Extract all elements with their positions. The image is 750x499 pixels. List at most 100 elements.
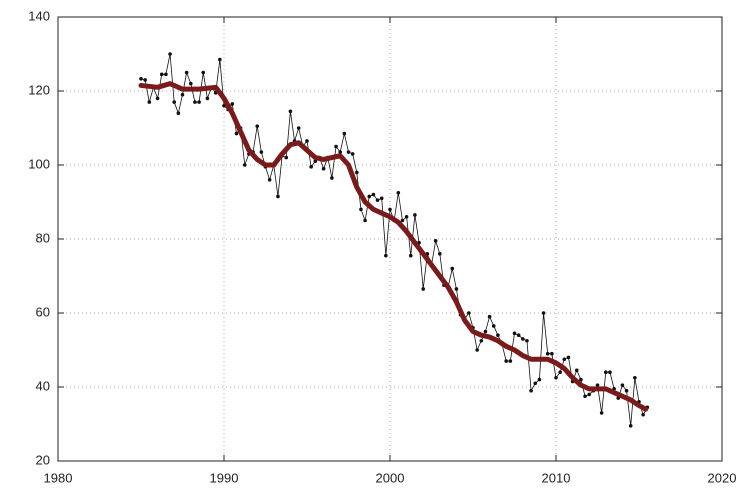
- y-tick-label: 100: [28, 156, 50, 171]
- data-point: [620, 383, 625, 387]
- data-point: [628, 424, 633, 428]
- data-point: [189, 81, 193, 86]
- data-point: [193, 100, 197, 104]
- data-point: [479, 338, 484, 343]
- data-point: [450, 266, 455, 271]
- data-point: [384, 253, 388, 258]
- data-point: [599, 411, 604, 415]
- data-point: [197, 100, 201, 104]
- data-point: [346, 150, 351, 154]
- data-point: [587, 392, 591, 397]
- data-point: [172, 100, 176, 104]
- data-point: [533, 381, 538, 386]
- data-point: [483, 329, 488, 334]
- data-point: [147, 100, 152, 104]
- data-point: [143, 78, 147, 82]
- data-point: [388, 207, 392, 212]
- data-point: [234, 131, 239, 136]
- data-point: [624, 388, 629, 393]
- data-point: [371, 192, 376, 197]
- data-point: [305, 139, 309, 143]
- data-point: [608, 370, 612, 375]
- data-point: [205, 96, 210, 101]
- data-point: [218, 57, 222, 62]
- data-point: [342, 131, 347, 136]
- data-point: [433, 239, 438, 243]
- data-point: [350, 152, 355, 156]
- data-point: [242, 163, 247, 167]
- data-point: [330, 176, 334, 180]
- data-point: [139, 76, 143, 81]
- data-point: [413, 213, 417, 217]
- data-point: [541, 311, 546, 315]
- data-point: [521, 337, 525, 341]
- data-point: [525, 338, 529, 343]
- data-point: [604, 370, 608, 375]
- data-point: [583, 394, 587, 399]
- data-point: [168, 52, 172, 56]
- data-point: [338, 150, 343, 154]
- y-tick-label: 120: [28, 82, 50, 97]
- data-point: [574, 368, 579, 373]
- data-point: [554, 375, 558, 380]
- data-point: [184, 70, 189, 75]
- data-point: [309, 165, 313, 169]
- data-point: [512, 331, 517, 336]
- data-point: [545, 351, 550, 356]
- data-point: [288, 109, 293, 114]
- x-tick-label: 2020: [708, 470, 737, 485]
- data-point: [363, 218, 367, 223]
- y-tick-label: 80: [36, 230, 50, 245]
- data-point: [550, 351, 554, 356]
- y-tick-label: 40: [36, 378, 50, 393]
- data-point: [408, 253, 413, 258]
- data-point: [396, 190, 401, 195]
- x-tick-label: 2010: [542, 470, 571, 485]
- data-point: [259, 150, 264, 154]
- data-point: [641, 412, 645, 417]
- x-tick-label: 1980: [44, 470, 73, 485]
- plot-frame: [57, 16, 723, 462]
- data-point: [276, 194, 280, 199]
- data-point: [566, 355, 571, 360]
- data-point: [487, 314, 492, 319]
- data-point: [359, 207, 363, 212]
- data-point: [562, 357, 567, 362]
- data-point: [201, 70, 206, 75]
- data-point: [334, 144, 338, 149]
- data-point: [438, 252, 442, 256]
- data-point: [367, 194, 372, 199]
- data-point: [579, 377, 583, 382]
- data-point: [176, 111, 181, 115]
- data-point: [230, 102, 235, 106]
- y-tick-label: 60: [36, 304, 50, 319]
- data-point: [558, 370, 562, 375]
- data-point: [516, 333, 521, 338]
- data-point: [454, 287, 459, 291]
- data-point: [155, 96, 160, 101]
- data-point: [164, 72, 168, 77]
- data-point: [180, 92, 185, 97]
- data-line: [140, 53, 648, 427]
- data-point: [255, 124, 259, 128]
- data-point: [491, 324, 496, 328]
- data-point: [595, 383, 600, 387]
- data-point: [467, 311, 471, 315]
- data-point: [633, 375, 637, 380]
- x-tick-label: 1990: [210, 470, 239, 485]
- y-tick-label: 140: [28, 8, 50, 23]
- data-point: [375, 198, 380, 202]
- data-point: [529, 388, 533, 393]
- data-point: [267, 178, 272, 182]
- data-point: [537, 377, 542, 382]
- data-point: [475, 348, 479, 352]
- data-point: [379, 196, 384, 201]
- x-tick-label: 2000: [376, 470, 405, 485]
- data-point: [400, 218, 405, 223]
- data-point: [321, 166, 326, 171]
- data-point: [504, 359, 509, 363]
- data-point: [404, 215, 409, 219]
- data-point: [421, 287, 426, 291]
- y-tick-label: 20: [36, 452, 50, 467]
